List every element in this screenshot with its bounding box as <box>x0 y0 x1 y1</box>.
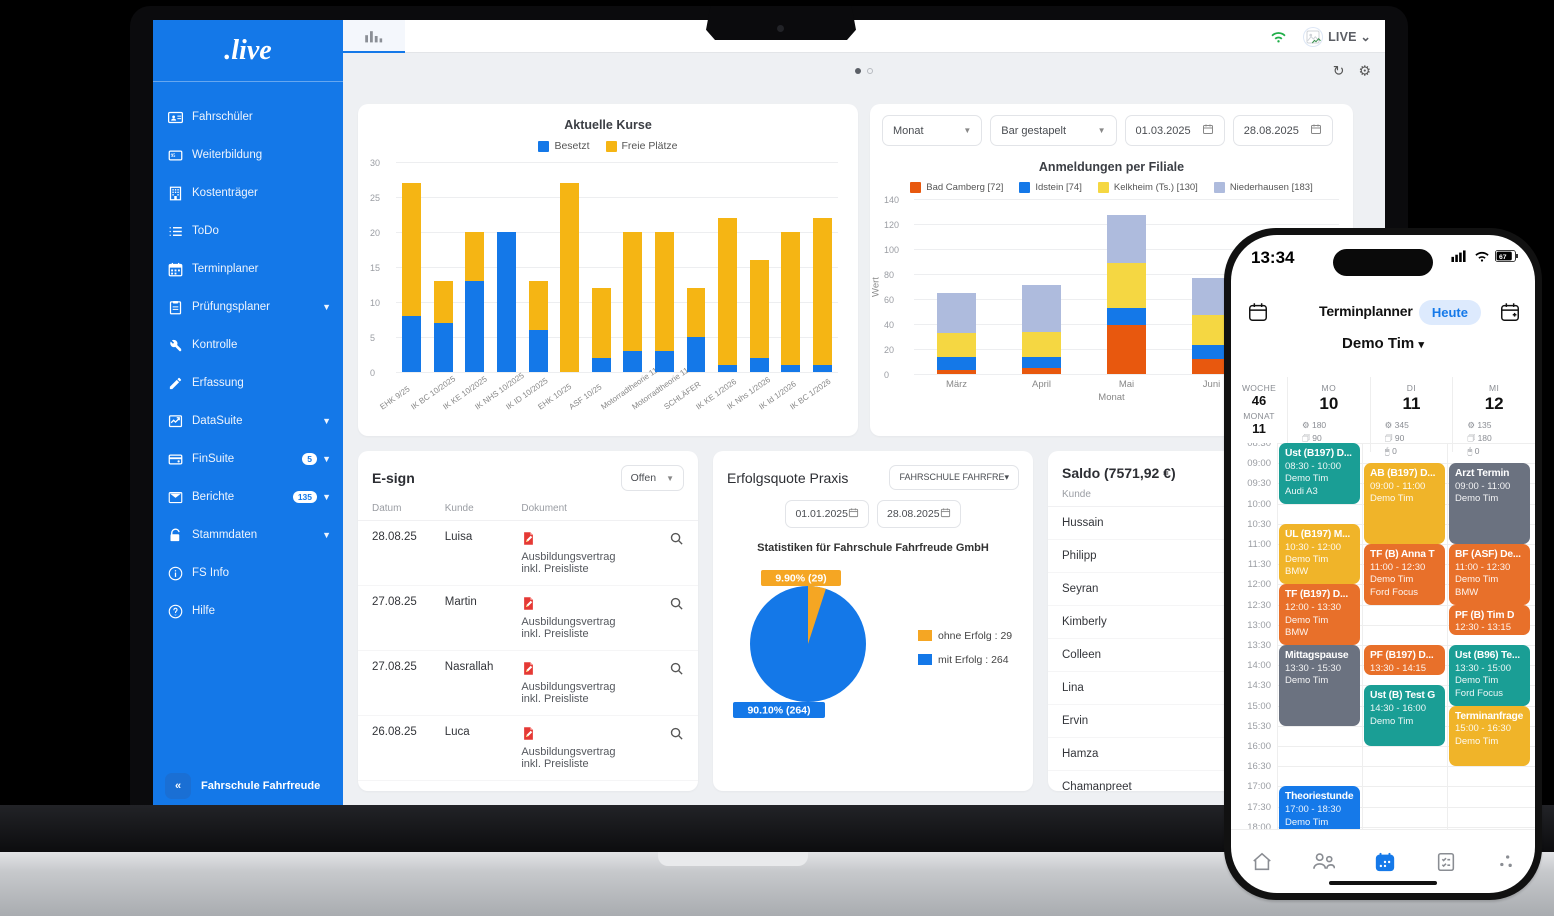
svg-text:67: 67 <box>1499 254 1507 261</box>
svg-text:ohne Erfolg : 29: ohne Erfolg : 29 <box>938 630 1012 642</box>
svg-text:mit Erfolg : 264: mit Erfolg : 264 <box>938 654 1009 666</box>
svg-text:95: 95 <box>170 154 175 159</box>
svg-text:9.90% (29): 9.90% (29) <box>775 573 826 585</box>
svg-text:90.10% (264): 90.10% (264) <box>747 705 810 717</box>
